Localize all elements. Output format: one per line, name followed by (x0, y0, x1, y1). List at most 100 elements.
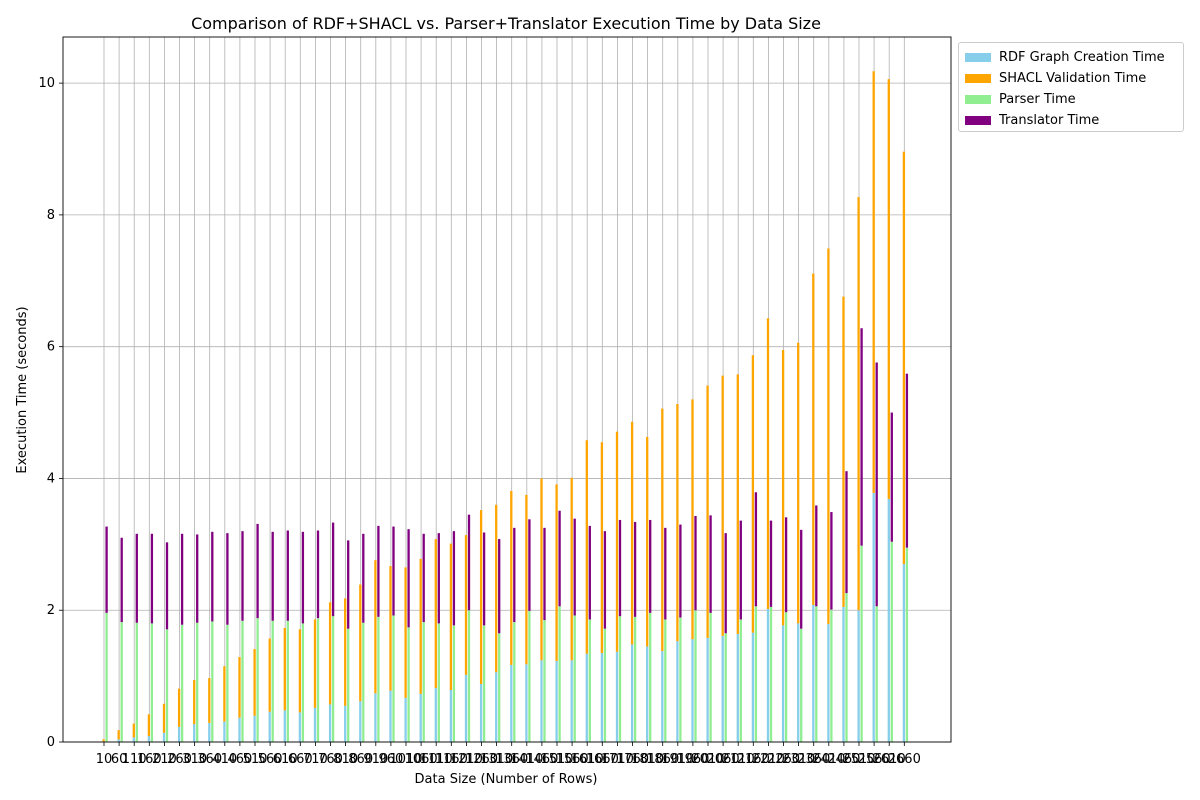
x-tick-label: 1410 (510, 752, 543, 767)
x-tick-label: 60 (111, 752, 128, 767)
x-tick-label: 1860 (646, 752, 679, 767)
bar-shacl-validation-time (223, 666, 226, 722)
bar-shacl-validation-time (540, 478, 543, 661)
bar-shacl-validation-time (646, 436, 649, 647)
x-tick-label: 360 (197, 752, 222, 767)
bar-rdf-graph-creation-time (585, 653, 588, 742)
x-tick-label: 2110 (722, 752, 755, 767)
bar-parser-time (271, 620, 274, 742)
bar-translator-time (482, 532, 486, 626)
x-tick-label: 2510 (842, 752, 875, 767)
x-tick-label: 1660 (586, 752, 619, 767)
bar-rdf-graph-creation-time (555, 660, 558, 742)
x-tick-label: 410 (212, 752, 237, 767)
x-tick-label: 1610 (571, 752, 604, 767)
bar-parser-time (875, 606, 878, 742)
bar-translator-time (135, 533, 138, 623)
bar-parser-time (452, 625, 456, 742)
legend-item: SHACL Validation Time (965, 68, 1177, 89)
bar-shacl-validation-time (117, 730, 120, 740)
bar-parser-time (362, 622, 365, 742)
bar-translator-time (649, 519, 652, 613)
bar-parser-time (347, 628, 350, 742)
x-tick-label: 660 (288, 752, 313, 767)
bar-parser-time (316, 618, 320, 742)
bar-rdf-graph-creation-time (253, 715, 256, 742)
bars (102, 71, 909, 742)
bar-rdf-graph-creation-time (374, 693, 377, 742)
bar-parser-time (618, 616, 622, 742)
bar-shacl-validation-time (344, 598, 347, 706)
bar-translator-time (543, 527, 546, 621)
x-tick-label: 1460 (525, 752, 558, 767)
x-tick-label: 2360 (797, 752, 830, 767)
x-tick-label: 260 (167, 752, 192, 767)
bar-rdf-graph-creation-time (268, 711, 271, 742)
bar-rdf-graph-creation-time (193, 724, 196, 742)
bar-rdf-graph-creation-time (661, 651, 664, 742)
x-tick-label: 1110 (420, 752, 453, 767)
bar-rdf-graph-creation-time (434, 687, 437, 742)
bar-translator-time (724, 533, 727, 634)
bar-rdf-graph-creation-time (797, 623, 800, 742)
bar-shacl-validation-time (359, 584, 362, 702)
bar-translator-time (271, 531, 274, 621)
bar-translator-time (845, 471, 848, 594)
bar-translator-time (588, 525, 591, 620)
bar-rdf-graph-creation-time (495, 672, 498, 742)
x-tick-label: 1810 (631, 752, 664, 767)
x-tick-label: 160 (137, 752, 162, 767)
x-tick-label: 1160 (435, 752, 468, 767)
legend-swatch (965, 53, 991, 62)
bar-rdf-graph-creation-time (570, 660, 573, 742)
bar-rdf-graph-creation-time (177, 726, 181, 742)
bar-rdf-graph-creation-time (132, 737, 135, 742)
bar-translator-time (905, 373, 909, 548)
bar-shacl-validation-time (600, 442, 604, 654)
bar-shacl-validation-time (872, 71, 875, 493)
bar-rdf-graph-creation-time (540, 660, 543, 742)
bar-shacl-validation-time (449, 543, 453, 690)
bar-translator-time (694, 516, 697, 611)
x-tick-label: 610 (273, 752, 298, 767)
x-tick-label: 1910 (661, 752, 694, 767)
x-tick-label: 2610 (873, 752, 906, 767)
bar-shacl-validation-time (298, 629, 302, 713)
bar-shacl-validation-time (857, 197, 860, 611)
x-tick-label: 2060 (707, 752, 740, 767)
legend-item: RDF Graph Creation Time (965, 47, 1177, 68)
legend-item: Translator Time (965, 110, 1177, 131)
plot-frame (62, 36, 952, 743)
bar-translator-time (422, 533, 425, 623)
bar-parser-time (211, 621, 214, 742)
bar-parser-time (603, 628, 607, 742)
x-tick-label: 1310 (480, 752, 513, 767)
x-tick-label: 2660 (888, 752, 921, 767)
bar-translator-time (120, 537, 123, 623)
bar-translator-time (316, 530, 320, 619)
bar-parser-time (467, 610, 471, 742)
bar-shacl-validation-time (253, 649, 256, 716)
bar-parser-time (739, 619, 742, 742)
bar-translator-time (603, 531, 607, 629)
x-tick-label: 460 (227, 752, 252, 767)
y-tick-label: 8 (47, 208, 55, 223)
bar-shacl-validation-time (132, 723, 135, 738)
legend: RDF Graph Creation Time SHACL Validation… (958, 42, 1184, 132)
bar-translator-time (709, 515, 712, 613)
bar-translator-time (784, 517, 788, 613)
bar-rdf-graph-creation-time (676, 641, 679, 742)
x-tick-label: 110 (122, 752, 147, 767)
bar-shacl-validation-time (419, 558, 422, 694)
bar-shacl-validation-time (495, 504, 498, 673)
bar-translator-time (860, 328, 863, 546)
x-tick-label: 510 (243, 752, 268, 767)
bar-parser-time (120, 622, 123, 742)
bar-parser-time (800, 628, 803, 742)
bar-rdf-graph-creation-time (766, 608, 770, 742)
bar-parser-time (769, 606, 773, 742)
x-tick-label: 1010 (389, 752, 422, 767)
bar-rdf-graph-creation-time (615, 651, 619, 742)
legend-label: RDF Graph Creation Time (999, 50, 1165, 65)
bar-translator-time (437, 533, 440, 624)
